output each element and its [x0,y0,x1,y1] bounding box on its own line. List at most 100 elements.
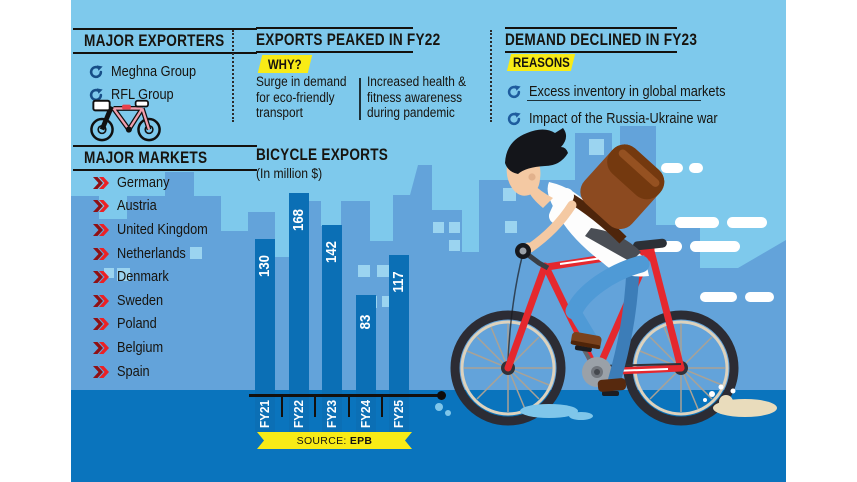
market-item: Denmark [93,265,220,289]
sand-splash [703,384,777,417]
peak-reasons-divider [359,78,361,120]
cyclist-illustration [435,128,777,426]
market-item: Poland [93,313,220,337]
chart-subtitle-wrap: (In million $) [256,165,330,183]
peak-reason-1-text: Surge in demand for eco-friendly transpo… [256,74,347,120]
circular-arrow-icon [89,87,103,102]
rule-peak-top [256,27,413,29]
sleeve [549,188,574,224]
exporter-item: Meghna Group [89,60,208,83]
rider-hair [505,128,568,174]
backpack [580,144,665,230]
market-item: Netherlands [93,242,220,266]
peak-title: EXPORTS PEAKED IN FY22 [256,30,441,49]
reasons-tag: REASONS [506,54,576,71]
market-item-label: Sweden [117,292,164,309]
content-area: MAJOR EXPORTERS Meghna Group RFL Group MA… [71,0,786,482]
double-chevron-icon [93,247,109,260]
source-ribbon: SOURCE: EPB [257,432,412,449]
brake-cable [507,252,524,361]
column-separator-1 [232,30,234,122]
double-chevron-icon [93,271,109,284]
exporter-item-label: RFL Group [111,86,174,103]
bar-value-label: 83 [356,315,374,330]
bar-value-label: 117 [390,270,407,293]
axis-line [249,394,443,397]
jacket-roll [585,228,641,262]
bar-fy23 [322,224,342,432]
axis-tick [381,396,384,417]
market-item-label: Poland [117,316,157,333]
background-scene [71,0,786,482]
bar-fy21 [255,239,275,432]
market-item-label: Belgium [117,339,164,356]
decline-reasons-list: Excess inventory in global markets Impact… [507,78,752,132]
speed-dashes [645,163,774,302]
source-value: EPB [349,434,373,447]
double-chevron-icon [93,294,109,307]
bar-value-label: 168 [289,209,307,232]
peak-reason-1: Surge in demand for eco-friendly transpo… [256,74,366,122]
source-text: SOURCE: EPB [297,435,373,447]
market-item: Sweden [93,289,220,313]
rider-ear [528,173,536,181]
decline-reasons-divider [527,100,701,102]
double-chevron-icon [93,223,109,236]
market-item-label: Germany [117,174,170,191]
market-item-label: Austria [117,198,157,215]
market-item-label: Netherlands [117,245,186,262]
ground [71,390,786,482]
bar-category-label: FY22 [290,400,306,428]
far-shoe [597,378,627,392]
decline-reason-item: Excess inventory in global markets [507,78,752,105]
decline-reason-item-label: Excess inventory in global markets [529,83,726,100]
axis-tick [280,396,283,417]
saddle [633,238,667,251]
rider [505,128,665,392]
market-item: United Kingdom [93,218,220,242]
decline-reason-item: Impact of the Russia-Ukraine war [507,105,752,132]
source-label: SOURCE: [296,434,347,447]
markets-title-wrap: MAJOR MARKETS [84,148,238,168]
chart-subtitle: (In million $) [256,166,323,181]
exporter-item: RFL Group [89,83,208,106]
markets-list: Germany Austria United Kingdom Netherlands D… [93,171,220,383]
axis-end-dot [437,391,446,400]
bar-fy22 [288,193,309,432]
bar-category-label: FY25 [391,400,406,428]
peak-reason-2-text: Increased health & fitness awareness dur… [367,74,467,120]
near-shoe [570,331,602,350]
double-chevron-icon [93,365,109,378]
double-chevron-icon [93,176,109,189]
circular-arrow-icon [507,84,521,99]
column-separator-2 [490,30,492,122]
bar-value-label: 130 [256,254,273,278]
bar-category-label: FY21 [257,400,272,428]
rule-exporters-top [73,28,257,30]
double-chevron-icon [93,341,109,354]
circular-arrow-icon [89,64,103,79]
arm [525,200,577,253]
market-item-label: United Kingdom [117,221,208,238]
bar-fy24 [355,295,376,432]
peak-title-wrap: EXPORTS PEAKED IN FY22 [256,30,487,50]
why-tag: WHY? [257,55,313,73]
axis-tick [347,396,350,417]
market-item: Belgium [93,336,220,360]
bar-fy25 [389,254,409,432]
market-item: Spain [93,360,220,384]
exporters-title: MAJOR EXPORTERS [84,31,225,50]
market-item-label: Spain [117,363,150,380]
market-item: Germany [93,171,220,195]
bicycle-line-icon [85,95,167,148]
bar-value-label: 142 [323,240,340,263]
double-chevron-icon [93,318,109,331]
decline-reason-item-label: Impact of the Russia-Ukraine war [529,110,718,127]
reasons-tag-label: REASONS [512,55,570,70]
exporters-title-wrap: MAJOR EXPORTERS [84,31,259,51]
chart-title-wrap: BICYCLE EXPORTS [256,145,421,165]
market-item-label: Denmark [117,269,169,286]
why-tag-label: WHY? [268,56,302,72]
rule-markets-top [73,145,257,147]
